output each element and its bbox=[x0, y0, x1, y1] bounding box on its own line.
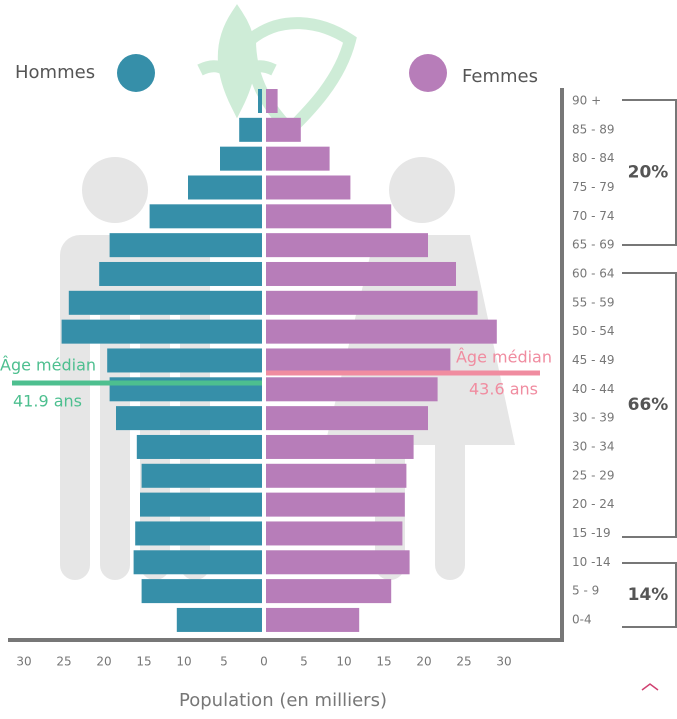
x-tick-label: 15 bbox=[136, 655, 151, 669]
bracket bbox=[622, 562, 677, 628]
bar bbox=[266, 204, 392, 229]
y-tick-label: 65 - 69 bbox=[572, 238, 615, 252]
annotation-label: Âge médian bbox=[0, 356, 96, 375]
y-tick-label: 25 - 29 bbox=[572, 468, 615, 482]
bar bbox=[266, 261, 456, 286]
x-tick-label: 20 bbox=[416, 655, 431, 669]
y-tick-label: 55 - 59 bbox=[572, 295, 615, 309]
y-tick-label: 30 - 39 bbox=[572, 411, 615, 425]
bracket bbox=[622, 272, 677, 538]
bar bbox=[266, 117, 301, 142]
y-tick-label: 45 - 49 bbox=[572, 353, 615, 367]
bar bbox=[109, 233, 262, 258]
bar bbox=[266, 607, 360, 632]
bar bbox=[266, 463, 407, 488]
annotation-value: 41.9 ans bbox=[13, 392, 82, 411]
y-tick-label: 70 - 74 bbox=[572, 209, 615, 223]
bracket-label: 20% bbox=[628, 163, 669, 183]
x-tick-label: 5 bbox=[300, 655, 308, 669]
legend-label: Hommes bbox=[15, 62, 95, 83]
bar bbox=[266, 146, 330, 171]
bar bbox=[141, 579, 262, 604]
bar bbox=[136, 434, 262, 459]
bar bbox=[266, 377, 438, 402]
x-tick-label: 25 bbox=[56, 655, 71, 669]
bar bbox=[266, 406, 428, 431]
bracket-label: 14% bbox=[628, 585, 669, 605]
bar bbox=[266, 521, 403, 546]
bar bbox=[220, 146, 262, 171]
annotation-value: 43.6 ans bbox=[469, 380, 538, 399]
x-tick-label: 5 bbox=[220, 655, 228, 669]
bar bbox=[188, 175, 262, 200]
bar bbox=[266, 89, 278, 113]
bar bbox=[116, 406, 262, 431]
bar bbox=[266, 434, 414, 459]
y-tick-label: 5 - 9 bbox=[572, 584, 599, 598]
bar bbox=[149, 204, 262, 229]
bar bbox=[266, 492, 405, 517]
bar bbox=[135, 521, 262, 546]
x-tick-label: 0 bbox=[260, 655, 268, 669]
legend-swatch bbox=[409, 54, 447, 92]
bar bbox=[266, 319, 497, 344]
bar bbox=[107, 348, 262, 373]
y-tick-label: 15 -19 bbox=[572, 526, 611, 540]
bar bbox=[176, 607, 262, 632]
y-tick-label: 60 - 64 bbox=[572, 266, 615, 280]
bar bbox=[133, 550, 262, 575]
y-tick-label: 0-4 bbox=[572, 612, 592, 626]
bar bbox=[266, 233, 428, 258]
bar bbox=[266, 579, 392, 604]
bar bbox=[258, 89, 262, 113]
y-tick-label: 90 + bbox=[572, 94, 601, 108]
x-tick-label: 15 bbox=[376, 655, 391, 669]
y-tick-label: 30 - 34 bbox=[572, 439, 615, 453]
bar bbox=[266, 348, 451, 373]
bar bbox=[141, 463, 262, 488]
y-tick-label: 80 - 84 bbox=[572, 151, 615, 165]
x-tick-label: 25 bbox=[456, 655, 471, 669]
x-tick-label: 30 bbox=[496, 655, 511, 669]
bar bbox=[61, 319, 262, 344]
x-tick-label: 10 bbox=[336, 655, 351, 669]
bar bbox=[99, 261, 262, 286]
y-tick-label: 50 - 54 bbox=[572, 324, 615, 338]
bracket bbox=[622, 99, 677, 246]
bar bbox=[140, 492, 262, 517]
y-tick-label: 20 - 24 bbox=[572, 497, 615, 511]
y-tick-label: 85 - 89 bbox=[572, 122, 615, 136]
bar bbox=[266, 550, 410, 575]
annotation-label: Âge médian bbox=[456, 348, 552, 367]
bar bbox=[266, 175, 351, 200]
bar bbox=[68, 290, 262, 315]
bracket-label: 66% bbox=[628, 395, 669, 415]
legend-swatch bbox=[117, 54, 155, 92]
bar bbox=[239, 117, 262, 142]
x-tick-label: 10 bbox=[176, 655, 191, 669]
bar bbox=[266, 290, 478, 315]
y-tick-label: 75 - 79 bbox=[572, 180, 615, 194]
x-tick-label: 30 bbox=[16, 655, 31, 669]
logo bbox=[197, 4, 357, 139]
scroll-up-button[interactable] bbox=[641, 683, 659, 691]
x-axis-label: Population (en milliers) bbox=[179, 690, 387, 711]
y-tick-label: 10 -14 bbox=[572, 555, 611, 569]
y-tick-label: 40 - 44 bbox=[572, 382, 615, 396]
x-tick-label: 20 bbox=[96, 655, 111, 669]
legend-label: Femmes bbox=[462, 66, 538, 87]
